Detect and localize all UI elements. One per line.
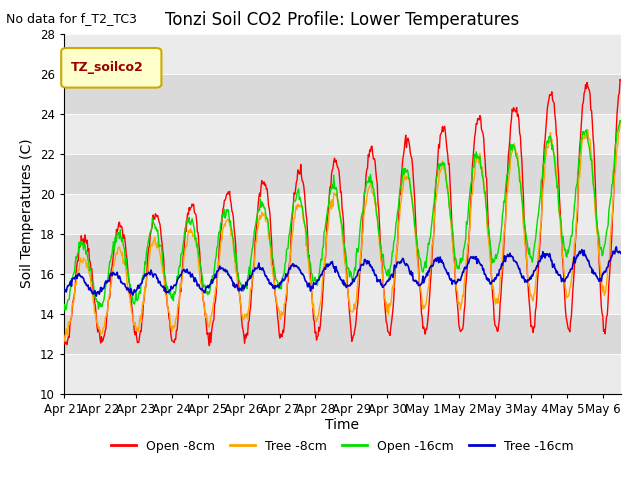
- Bar: [64, 73, 621, 114]
- X-axis label: Time: Time: [325, 419, 360, 432]
- Bar: [64, 34, 621, 73]
- Legend: Open -8cm, Tree -8cm, Open -16cm, Tree -16cm: Open -8cm, Tree -8cm, Open -16cm, Tree -…: [106, 434, 579, 457]
- Bar: [64, 114, 621, 154]
- Bar: [64, 193, 621, 234]
- Bar: [64, 274, 621, 313]
- Bar: [64, 234, 621, 274]
- FancyBboxPatch shape: [61, 48, 161, 87]
- Title: Tonzi Soil CO2 Profile: Lower Temperatures: Tonzi Soil CO2 Profile: Lower Temperatur…: [165, 11, 520, 29]
- Y-axis label: Soil Temperatures (C): Soil Temperatures (C): [20, 139, 35, 288]
- Bar: [64, 313, 621, 354]
- Text: No data for f_T2_TC3: No data for f_T2_TC3: [6, 12, 137, 25]
- Text: TZ_soilco2: TZ_soilco2: [70, 61, 143, 74]
- Bar: [64, 354, 621, 394]
- Bar: [64, 154, 621, 193]
